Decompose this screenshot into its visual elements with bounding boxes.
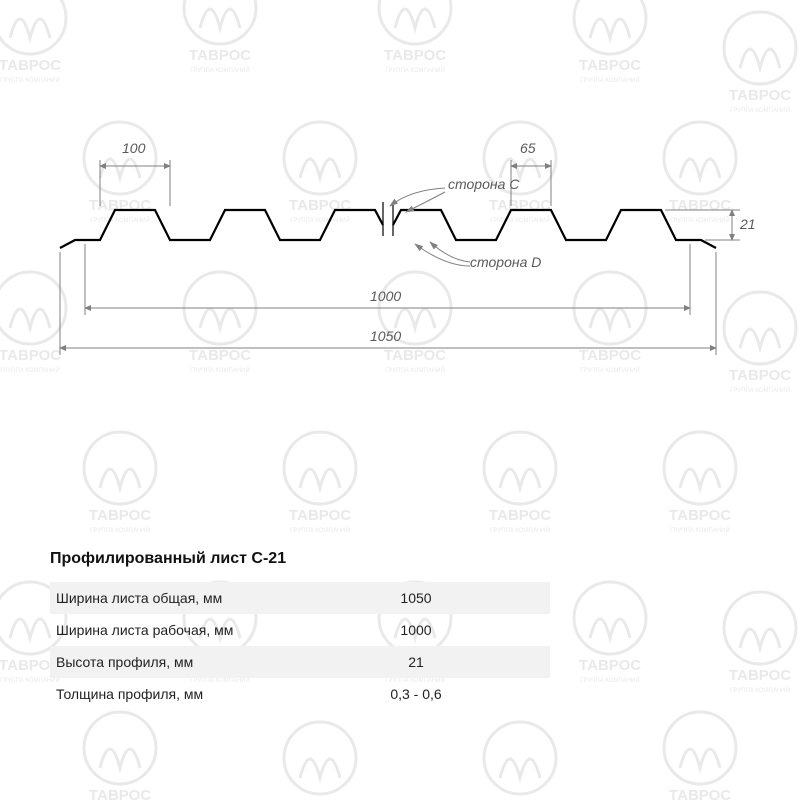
- watermark-icon: ТАВРОС ГРУППА КОМПАНИЙ: [355, 0, 475, 80]
- table-cell-label: Ширина листа рабочая, мм: [50, 622, 356, 638]
- svg-text:ТАВРОС: ТАВРОС: [729, 667, 791, 684]
- dim-21: [665, 210, 740, 240]
- label-side-c: сторона С: [448, 176, 519, 192]
- svg-text:ТАВРОС: ТАВРОС: [89, 787, 151, 800]
- dim-100: [100, 160, 170, 206]
- watermark-icon: ТАВРОС ГРУППА КОМПАНИЙ: [260, 420, 380, 540]
- label-21: 21: [740, 216, 756, 232]
- svg-text:ТАВРОС: ТАВРОС: [89, 507, 151, 524]
- svg-text:ТАВРОС: ТАВРОС: [579, 57, 641, 74]
- label-side-d: сторона D: [470, 254, 541, 270]
- table-title: Профилированный лист С-21: [50, 550, 550, 568]
- table-cell-label: Высота профиля, мм: [50, 654, 356, 670]
- profile-svg: [50, 140, 750, 400]
- profile-diagram: 100 65 21 1000 1050 сторона С сторона D: [50, 140, 750, 400]
- svg-text:ГРУППА КОМПАНИЙ: ГРУППА КОМПАНИЙ: [385, 66, 445, 74]
- svg-text:ТАВРОС: ТАВРОС: [289, 507, 351, 524]
- label-1000: 1000: [370, 288, 401, 304]
- svg-text:ГРУППА КОМПАНИЙ: ГРУППА КОМПАНИЙ: [580, 76, 640, 84]
- watermark-icon: ТАВРОС ГРУППА КОМПАНИЙ: [700, 580, 800, 700]
- svg-text:ГРУППА КОМПАНИЙ: ГРУППА КОМПАНИЙ: [90, 526, 150, 534]
- label-100: 100: [122, 140, 145, 156]
- watermark-icon: ТАВРОСГРУППА КОМПАНИЙ: [60, 700, 180, 800]
- table-row: Толщина профиля, мм 0,3 - 0,6: [50, 678, 550, 710]
- watermark-icon: ТАВРОС ГРУППА КОМПАНИЙ: [460, 420, 580, 540]
- watermark-icon: ТАВРОС ГРУППА КОМПАНИЙ: [640, 420, 760, 540]
- watermark-icon: ТАВРОС ГРУППА КОМПАНИЙ: [0, 0, 90, 90]
- label-1050: 1050: [370, 328, 401, 344]
- svg-text:ТАВРОС: ТАВРОС: [669, 507, 731, 524]
- svg-text:ТАВРОС: ТАВРОС: [384, 47, 446, 64]
- watermark-icon: ТАВРОСГРУППА КОМПАНИЙ: [460, 710, 580, 800]
- svg-text:ТАВРОС: ТАВРОС: [0, 57, 61, 74]
- table-cell-value: 1000: [356, 622, 476, 638]
- svg-text:ГРУППА КОМПАНИЙ: ГРУППА КОМПАНИЙ: [290, 526, 350, 534]
- table-cell-value: 1050: [356, 590, 476, 606]
- svg-text:ГРУППА КОМПАНИЙ: ГРУППА КОМПАНИЙ: [0, 76, 60, 84]
- watermark-icon: ТАВРОС ГРУППА КОМПАНИЙ: [60, 420, 180, 540]
- watermark-icon: ТАВРОСГРУППА КОМПАНИЙ: [640, 700, 760, 800]
- table-cell-label: Ширина листа общая, мм: [50, 590, 356, 606]
- watermark-icon: ТАВРОС ГРУППА КОМПАНИЙ: [700, 0, 800, 120]
- watermark-icon: ТАВРОС ГРУППА КОМПАНИЙ: [550, 570, 670, 690]
- svg-text:ГРУППА КОМПАНИЙ: ГРУППА КОМПАНИЙ: [580, 676, 640, 684]
- svg-text:ТАВРОС: ТАВРОС: [669, 787, 731, 800]
- table-row: Ширина листа рабочая, мм 1000: [50, 614, 550, 646]
- table-cell-value: 21: [356, 654, 476, 670]
- svg-text:ГРУППА КОМПАНИЙ: ГРУППА КОМПАНИЙ: [670, 526, 730, 534]
- svg-text:ГРУППА КОМПАНИЙ: ГРУППА КОМПАНИЙ: [730, 106, 790, 114]
- svg-text:ГРУППА КОМПАНИЙ: ГРУППА КОМПАНИЙ: [730, 686, 790, 694]
- table-cell-label: Толщина профиля, мм: [50, 686, 356, 702]
- page: { "watermark":{ "text":"ТАВРОС", "subtex…: [0, 0, 800, 800]
- label-65: 65: [520, 140, 536, 156]
- watermark-icon: ТАВРОС ГРУППА КОМПАНИЙ: [160, 0, 280, 80]
- table-cell-value: 0,3 - 0,6: [356, 686, 476, 702]
- watermark-icon: ТАВРОСГРУППА КОМПАНИЙ: [260, 710, 380, 800]
- svg-text:ТАВРОС: ТАВРОС: [729, 87, 791, 104]
- profile-path: [60, 202, 716, 248]
- svg-text:ТАВРОС: ТАВРОС: [579, 657, 641, 674]
- svg-text:ТАВРОС: ТАВРОС: [489, 507, 551, 524]
- svg-text:ГРУППА КОМПАНИЙ: ГРУППА КОМПАНИЙ: [490, 526, 550, 534]
- watermark-icon: ТАВРОС ГРУППА КОМПАНИЙ: [550, 0, 670, 90]
- side-arrows: [390, 188, 470, 266]
- svg-text:ТАВРОС: ТАВРОС: [189, 47, 251, 64]
- svg-text:ГРУППА КОМПАНИЙ: ГРУППА КОМПАНИЙ: [190, 66, 250, 74]
- spec-table: Профилированный лист С-21 Ширина листа о…: [50, 550, 550, 710]
- table-row: Ширина листа общая, мм 1050: [50, 582, 550, 614]
- table-row: Высота профиля, мм 21: [50, 646, 550, 678]
- dim-1000: [85, 244, 690, 315]
